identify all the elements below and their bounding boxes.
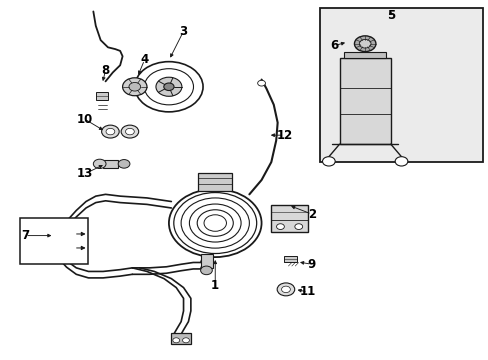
Text: 9: 9 — [307, 258, 315, 271]
Text: 3: 3 — [179, 25, 187, 38]
Text: 11: 11 — [299, 285, 315, 298]
Circle shape — [277, 283, 294, 296]
Bar — [103, 159, 118, 168]
Circle shape — [172, 338, 179, 343]
Circle shape — [182, 338, 189, 343]
Text: 2: 2 — [307, 208, 315, 221]
Circle shape — [163, 83, 174, 90]
Bar — [344, 51, 385, 58]
Bar — [339, 58, 390, 144]
Text: 8: 8 — [101, 64, 109, 77]
Circle shape — [200, 266, 212, 275]
Circle shape — [122, 78, 147, 96]
Bar — [96, 92, 108, 100]
Circle shape — [257, 80, 265, 86]
Circle shape — [359, 40, 370, 48]
Bar — [320, 8, 483, 162]
Circle shape — [118, 159, 130, 168]
Bar — [20, 218, 88, 264]
Circle shape — [354, 36, 375, 51]
Circle shape — [276, 224, 284, 229]
Circle shape — [394, 157, 407, 166]
Circle shape — [144, 69, 193, 105]
Text: 10: 10 — [76, 113, 93, 126]
Bar — [284, 256, 296, 262]
Circle shape — [281, 286, 290, 293]
Bar — [271, 205, 307, 232]
Circle shape — [125, 129, 134, 135]
Text: 6: 6 — [330, 39, 338, 52]
Circle shape — [121, 125, 139, 138]
Circle shape — [93, 159, 106, 168]
Text: 4: 4 — [140, 53, 148, 66]
Text: 5: 5 — [386, 9, 394, 22]
Text: 12: 12 — [276, 129, 292, 142]
Circle shape — [168, 189, 261, 257]
Text: 7: 7 — [21, 229, 29, 242]
Circle shape — [322, 157, 334, 166]
Bar — [171, 333, 190, 344]
Circle shape — [106, 129, 115, 135]
Circle shape — [156, 77, 182, 96]
Circle shape — [129, 82, 141, 91]
Bar — [198, 173, 232, 191]
Circle shape — [294, 224, 302, 229]
Circle shape — [135, 62, 203, 112]
Text: 13: 13 — [76, 167, 93, 180]
Text: 1: 1 — [211, 279, 219, 292]
Circle shape — [102, 125, 119, 138]
Bar — [200, 253, 212, 268]
